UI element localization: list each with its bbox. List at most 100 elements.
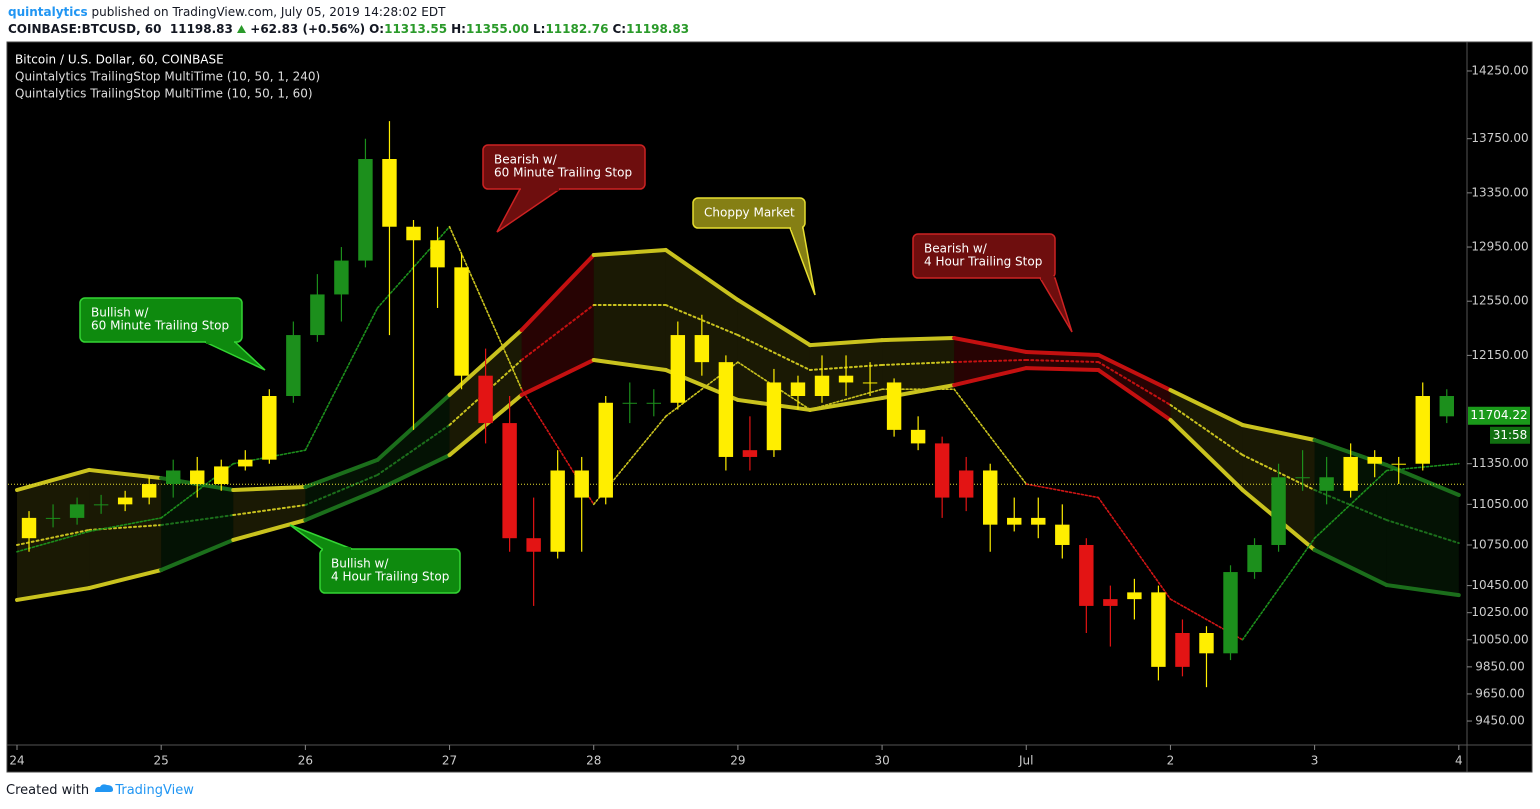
author[interactable]: quintalytics [8,5,88,19]
header-line: COINBASE:BTCUSD, 60 11198.83 +62.83 (+0.… [8,21,689,38]
callout-text: 60 Minute Trailing Stop [494,166,632,180]
band-lower [591,357,668,373]
published: published on TradingView.com, July 05, 2… [91,5,446,19]
candle-body [622,402,637,404]
footer: Created with TradingView [6,782,194,798]
band-lower [15,586,92,602]
callout-text: 4 Hour Trailing Stop [924,255,1042,269]
band-lower [807,396,885,412]
candle-body [382,159,397,227]
candle-body [165,470,181,485]
band-mid [304,473,379,507]
ohlc-value: 11313.55 [384,22,448,36]
candle-body [526,538,541,552]
candle-body [958,470,974,498]
candle-body [214,466,229,485]
y-tick-label: 14250.00 [1471,63,1528,77]
callout-seam [521,187,559,191]
candle-body [93,504,109,506]
last-price-label: 11704.22 [1470,408,1527,422]
header: quintalytics published on TradingView.co… [8,4,689,38]
ohlc: O:11313.55 H:11355.00 L:11182.76 C:11198.83 [365,22,689,36]
callout-box [912,233,1056,279]
band-upper [1096,352,1173,393]
band-lower [1168,417,1245,492]
ohlc-key: C: [612,22,627,36]
trailing-stop-60 [1025,483,1100,499]
y-tick-label: 13750.00 [1471,131,1528,145]
candle-body [838,375,854,383]
candle-body [1103,599,1118,606]
band-lower [87,568,164,591]
callout-seam [323,547,351,551]
change: +62.83 (+0.56%) [250,22,366,36]
band-lower [952,366,1029,388]
band-upper [87,467,164,481]
candle-body [1007,517,1022,525]
symbol: COINBASE:BTCUSD, 60 [8,22,162,36]
candle-body [238,459,253,467]
band-fill [593,250,666,371]
x-tick-label: 4 [1455,754,1463,768]
band-fill [1170,390,1243,490]
band-upper [231,485,308,492]
band-upper [1168,388,1245,427]
trailing-stop-60 [1097,496,1172,600]
candle-body [790,382,806,397]
brand[interactable]: TradingView [115,783,194,798]
candle-body [1367,456,1382,464]
band-upper [1024,349,1101,357]
overlay: 14250.00 13750.00 13350.00 12950.00 12550.00… [9,53,1530,768]
callout-box [482,144,646,190]
x-tick-label: 27 [442,754,457,768]
band-upper [591,248,668,258]
candles [21,121,1454,688]
trailing-stop-60 [1241,537,1316,641]
band-upper [807,338,885,348]
ohlc-key: O: [369,22,385,36]
candle-body [1271,477,1286,545]
band-lower [519,357,596,397]
candle-body [574,470,589,498]
band-upper [303,457,380,490]
candle-body [670,335,686,403]
candle-body [1079,544,1094,606]
candle-body [742,450,758,457]
candle-body [646,402,662,404]
callout-box [79,297,243,343]
legend-entry: Quintalytics TrailingStop MultiTime (10,… [15,87,313,101]
candle-body [983,470,998,525]
y-tick-label: 10050.00 [1471,632,1528,646]
callout-text: 60 Minute Trailing Stop [91,319,229,333]
band-fill [17,469,90,600]
band-mid [953,358,1028,364]
y-tick-label: 12550.00 [1471,294,1528,308]
x-tick-label: 28 [586,754,601,768]
ohlc-key: L: [532,22,546,36]
candle-body [1319,477,1334,491]
band-lower [303,487,380,523]
legend-entry: Bitcoin / U.S. Dollar, 60, COINBASE [15,53,224,67]
band-upper [735,297,812,348]
y-tick-label: 13350.00 [1471,185,1528,199]
y-tick-label: 12150.00 [1471,348,1528,362]
band-mid [1169,403,1244,456]
band-lower [1096,368,1173,422]
band-mid [1097,361,1172,406]
trailing-stop-60 [88,517,162,533]
candle-body [69,504,85,518]
ohlc-key: H: [451,22,466,36]
created: Created with [6,783,90,798]
ohlc-value: 11355.00 [465,22,529,36]
candle-body [766,382,782,451]
band-mid [1025,358,1100,364]
x-tick-label: 2 [1167,754,1175,768]
candle-body [286,335,301,397]
candle-body [45,517,61,519]
x-tick-label: 26 [298,754,313,768]
callout-box [319,548,461,594]
candle-body [862,382,878,384]
callout-box [692,197,806,229]
candle-body [117,497,133,505]
band-fill [737,299,810,410]
